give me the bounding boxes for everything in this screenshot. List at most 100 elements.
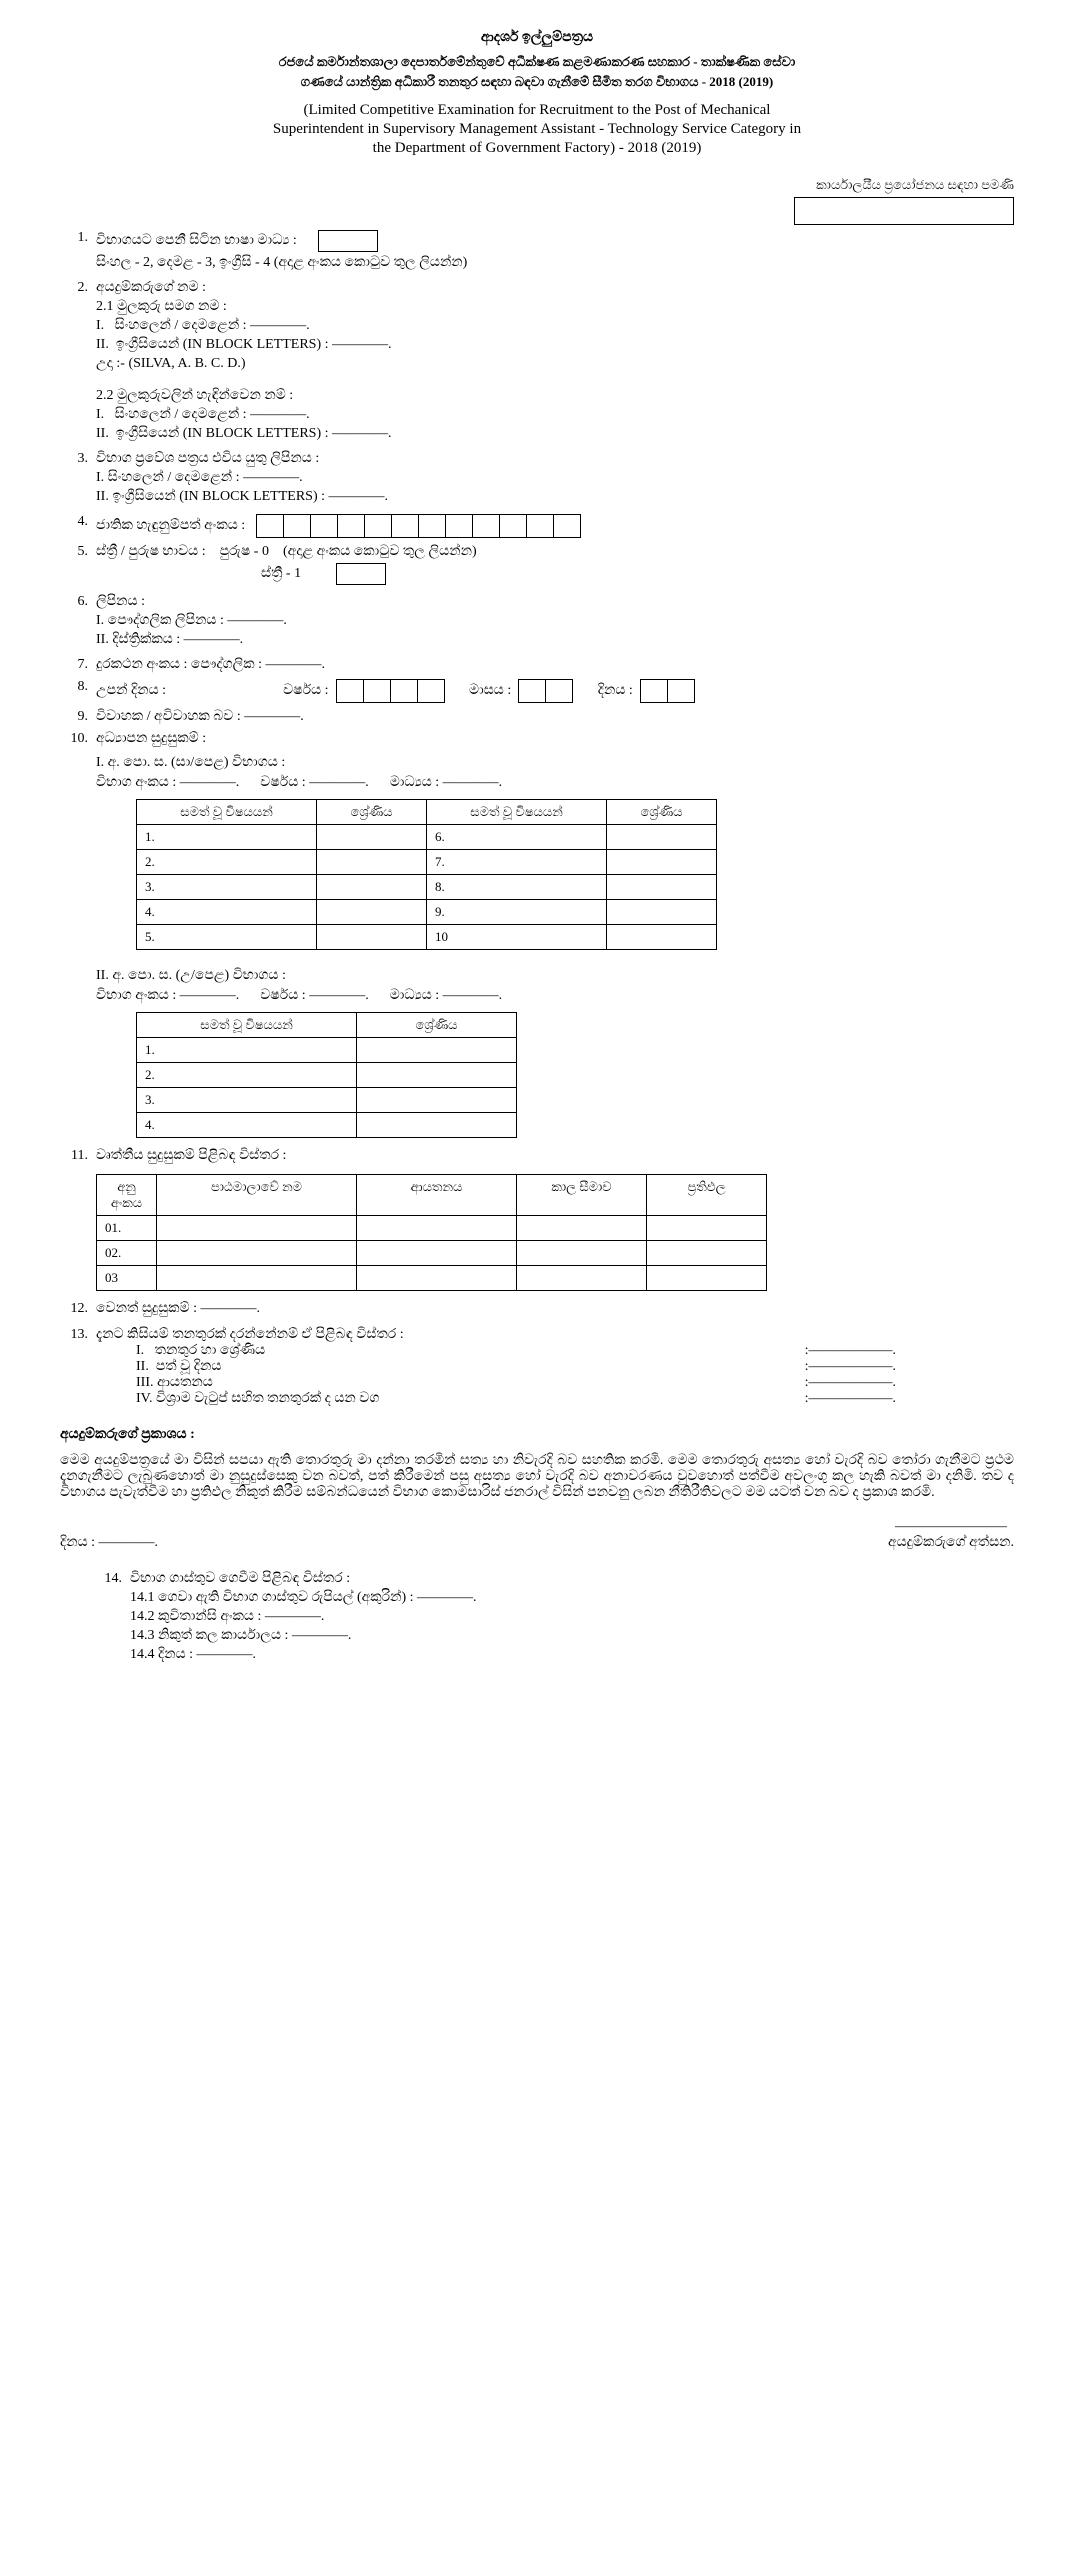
q10-medium: මාධ්‍යය : (390, 775, 502, 790)
q5-hint: (අදාළ අංකය කොටුව තුල ලියන්න) (283, 544, 477, 559)
ol-th-subject-r: සමත් වූ විෂයයන් (427, 800, 607, 825)
q10-label: අධ්‍යාපන සුදුසුකම් : (96, 731, 1014, 747)
q11-th-res: ප්‍රතිඵල (647, 1175, 767, 1216)
q10-number: 10. (60, 731, 96, 747)
q8-month-boxes[interactable] (518, 679, 573, 703)
al-th-subject: සමත් වූ විෂයයන් (137, 1013, 357, 1038)
al-th-grade: ශ්‍රේණිය (357, 1013, 517, 1038)
q2-1-i: සිංහලෙන් / දෙමළෙන් : (115, 318, 310, 333)
q11-th-inst: ආයතනය (357, 1175, 517, 1216)
q2-label: අයදුම්කරුගේ නම : (96, 280, 1014, 296)
q2-1-label: 2.1 මුලකුරු සමග නම : (96, 299, 1014, 315)
signature-label: අයදුම්කරුගේ අත්සන. (888, 1535, 1014, 1551)
table-row: 2.7. (137, 850, 717, 875)
q13-iv: විශ්‍රාම වැටුප් සහිත තනතුරක් ද යන වග (156, 1391, 379, 1406)
table-row: 5.10 (137, 925, 717, 950)
q2-2-label: 2.2 මුලකුරුවලින් හැඳින්වෙන නම් : (96, 388, 1014, 404)
q8-number: 8. (60, 679, 96, 695)
q10-al-year: වර්ෂය : (260, 988, 368, 1003)
q2-1-example: උදා :- (SILVA, A. B. C. D.) (96, 356, 1014, 372)
q14-label: විභාග ගාස්තුව ගෙවීම පිළිබඳ විස්තර : (130, 1571, 1014, 1587)
q11-th-dur: කාල සීමාව (517, 1175, 647, 1216)
q10-al-medium: මාධ්‍යය : (390, 988, 502, 1003)
table-row: 01. (97, 1216, 767, 1241)
q1-hint: සිංහල - 2, දෙමළ - 3, ඉංග්‍රීසි - 4 (අදාළ… (96, 255, 1014, 271)
q14-1: 14.1 ගෙවා ඇති විභාග ගාස්තුව රුපියල් (අකු… (130, 1590, 477, 1605)
q13-iv-roman: IV. (136, 1391, 152, 1406)
doc-title-si-2: ගණයේ යාන්ත්‍රික අධිකාරී තනතුර සඳහා බඳවා … (60, 74, 1014, 90)
q5-gender-box[interactable] (336, 563, 386, 585)
q11-number: 11. (60, 1148, 96, 1164)
table-row: 03 (97, 1266, 767, 1291)
office-use-only-label: කාර්යාලයීය ප්‍රයෝජනය සඳහා පමණි (60, 177, 1014, 193)
roman-i: I. (96, 318, 104, 333)
q9-label: විවාහක / අවිවාහක බව : (96, 709, 304, 724)
q13-i: තනතුර හා ශ්‍රේණිය (155, 1343, 266, 1358)
q14-3: 14.3 නිකුත් කල කාර්යාලය : (130, 1628, 351, 1643)
table-row: 2. (137, 1063, 517, 1088)
q10-al-head: II. අ. පො. ස. (උ/පෙළ) විභාගය : (96, 968, 1014, 984)
table-row: 3.8. (137, 875, 717, 900)
q13-i-roman: I. (136, 1343, 144, 1358)
q5-female: ස්ත්‍රී - 1 (261, 566, 301, 581)
table-row: 4.9. (137, 900, 717, 925)
q3-ii: II. ඉංග්‍රීසියෙන් (IN BLOCK LETTERS) : (96, 489, 388, 504)
q14-2: 14.2 කුවිතාන්සි අංකය : (130, 1609, 324, 1624)
q11-th-course: පාඨමාලාවේ නම (157, 1175, 357, 1216)
q14-number: 14. (60, 1571, 130, 1587)
q13-label: දැනට කිසියම් තනතුරක් දරන්නේනම් ඒ පිළිබඳ … (96, 1327, 1014, 1343)
q13-iii-roman: III. (136, 1375, 154, 1390)
doc-title-en-1: (Limited Competitive Examination for Rec… (60, 102, 1014, 119)
q8-year-label: වර්ෂය : (283, 683, 328, 698)
declaration-title: අයදුම්කරුගේ ප්‍රකාශය : (60, 1427, 1014, 1443)
q1-label: විභාගයට පෙනී සිටින භාෂා මාධ්‍ය : (96, 233, 297, 248)
q2-2-i: සිංහලෙන් / දෙමළෙන් : (115, 407, 310, 422)
signature-line: ———————— (888, 1519, 1014, 1535)
q13-ii-blank: :——————. (805, 1359, 896, 1375)
q8-day-label: දිනය : (598, 683, 633, 698)
ol-th-subject-l: සමත් වූ විෂයයන් (137, 800, 317, 825)
doc-title-en-3: the Department of Government Factory) - … (60, 140, 1014, 157)
al-results-table: සමත් වූ විෂයයන් ශ්‍රේණිය 1. 2. 3. 4. (136, 1012, 517, 1138)
roman-ii: II. (96, 337, 109, 352)
q13-iii-blank: :——————. (805, 1375, 896, 1391)
q3-label: විභාග ප්‍රවේශ පත්‍රය එවිය යුතු ලිපිනය : (96, 451, 1014, 467)
q5-male: පුරුෂ - 0 (220, 544, 269, 559)
doc-title-en-2: Superintendent in Supervisory Management… (60, 121, 1014, 138)
ol-th-grade-l: ශ්‍රේණිය (317, 800, 427, 825)
q13-ii-roman: II. (136, 1359, 149, 1374)
q4-number: 4. (60, 514, 96, 530)
q5-label: ස්ත්‍රී / පුරුෂ භාවය : (96, 544, 206, 559)
doc-title-specimen: ආදර්ශ ඉල්ලුම්පත්‍රය (60, 30, 1014, 46)
roman-i-b: I. (96, 407, 104, 422)
q10-ol-head: I. අ. පො. ස. (සා/පෙළ) විභාගය : (96, 755, 1014, 771)
q13-i-blank: :——————. (805, 1343, 896, 1359)
q2-1-ii: ඉංග්‍රීසියෙන් (IN BLOCK LETTERS) : (116, 337, 392, 352)
q6-label: ලිපිනය : (96, 594, 1014, 610)
q13-ii: පත් වූ දිනය (156, 1359, 222, 1374)
q1-language-box[interactable] (318, 230, 378, 252)
q8-day-boxes[interactable] (640, 679, 695, 703)
q3-number: 3. (60, 451, 96, 467)
q13-number: 13. (60, 1327, 96, 1343)
table-row: 1. (137, 1038, 517, 1063)
declaration-date: දිනය : (60, 1535, 158, 1550)
q8-year-boxes[interactable] (336, 679, 445, 703)
q10-exam-no: විභාග අංකය : (96, 775, 239, 790)
ol-th-grade-r: ශ්‍රේණිය (607, 800, 717, 825)
q7-number: 7. (60, 657, 96, 673)
q12-label: වෙනත් සුදුසුකම් : (96, 1301, 260, 1316)
q13-iv-blank: :——————. (805, 1391, 896, 1407)
q11-label: වෘත්තීය සුදුසුකම් පිළිබඳ විස්තර : (96, 1148, 1014, 1164)
office-use-box[interactable] (794, 197, 1014, 225)
table-row: 02. (97, 1241, 767, 1266)
q10-year: වර්ෂය : (260, 775, 368, 790)
table-row: 3. (137, 1088, 517, 1113)
q6-ii: II. දිස්ත්‍රික්කය : (96, 632, 243, 647)
q1-number: 1. (60, 230, 96, 246)
declaration-body: මෙම අයදුම්පත්‍රයේ මා විසින් සපයා ඇති තොර… (60, 1453, 1014, 1501)
q4-label: ජාතික හැඳුනුම්පත් අංකය : (96, 518, 245, 533)
table-row: 1.6. (137, 825, 717, 850)
nic-boxes[interactable] (256, 514, 581, 538)
q11-th-no: අනු අංකය (97, 1175, 157, 1216)
